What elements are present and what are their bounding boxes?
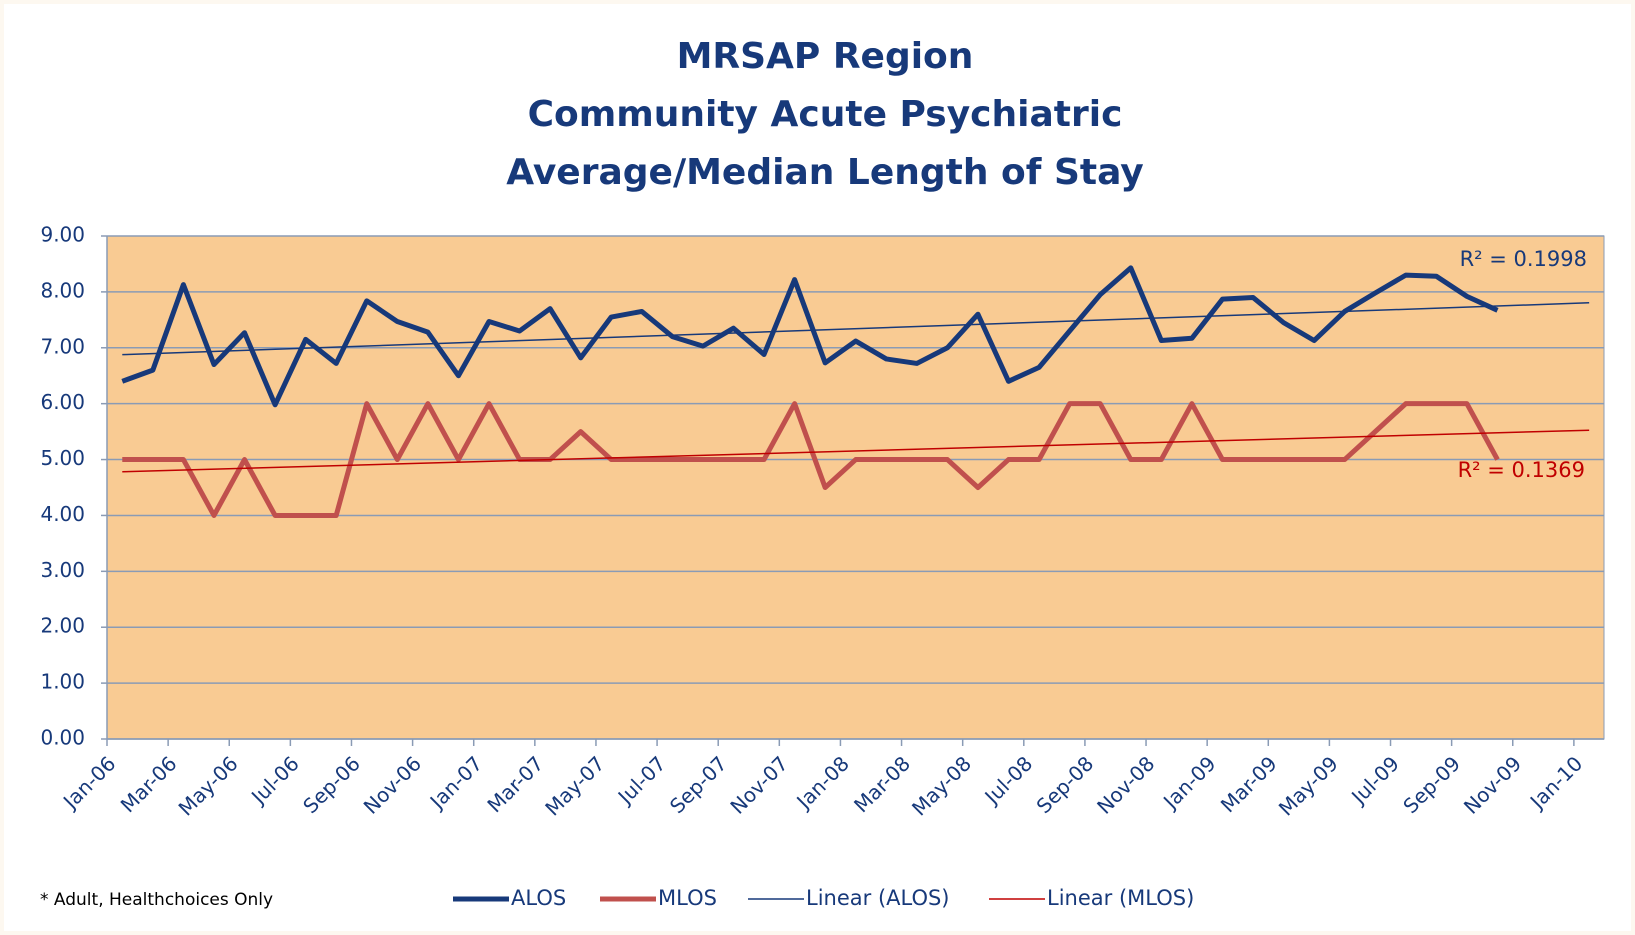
legend-label: MLOS: [658, 886, 717, 910]
y-tick-label: 4.00: [40, 502, 85, 526]
y-tick-label: 3.00: [40, 558, 85, 582]
chart-title: Average/Median Length of Stay: [506, 152, 1144, 193]
chart-title: Community Acute Psychiatric: [528, 94, 1123, 135]
chart-title: MRSAP Region: [677, 36, 974, 77]
legend-label: Linear (ALOS): [806, 886, 950, 910]
trend-line: [122, 429, 1590, 473]
legend-label: Linear (MLOS): [1047, 886, 1194, 910]
footnote: * Adult, Healthchoices Only: [40, 890, 273, 910]
y-tick-label: 6.00: [40, 390, 85, 414]
trend-line: [122, 302, 1590, 356]
data-line: [122, 401, 1500, 518]
y-tick-label: 7.00: [40, 334, 85, 358]
y-tick-label: 2.00: [40, 614, 85, 638]
y-tick-label: 8.00: [40, 278, 85, 302]
plot-area: [106, 235, 1605, 740]
y-tick-label: 1.00: [40, 670, 85, 694]
footnote-box: [4, 875, 326, 931]
y-tick-label: 5.00: [40, 446, 85, 470]
r-squared-label: R² = 0.1998: [1460, 247, 1587, 271]
data-line: [121, 265, 1499, 408]
y-tick-label: 9.00: [40, 223, 85, 247]
y-tick-label: 0.00: [40, 726, 85, 750]
r-squared-label: R² = 0.1369: [1458, 458, 1585, 482]
legend-label: ALOS: [511, 886, 566, 910]
